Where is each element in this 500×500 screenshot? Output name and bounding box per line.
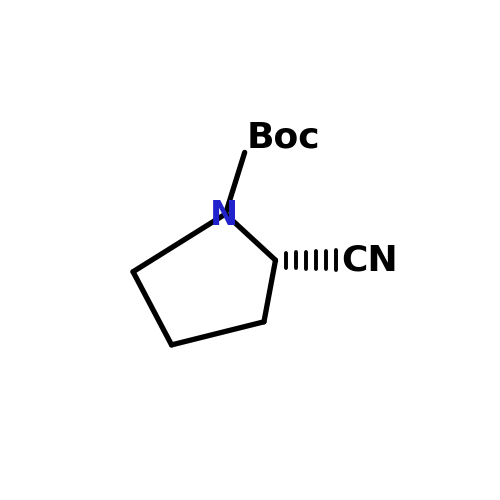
Text: CN: CN [342, 243, 398, 277]
Text: N: N [210, 200, 238, 232]
Text: Boc: Boc [246, 120, 320, 154]
